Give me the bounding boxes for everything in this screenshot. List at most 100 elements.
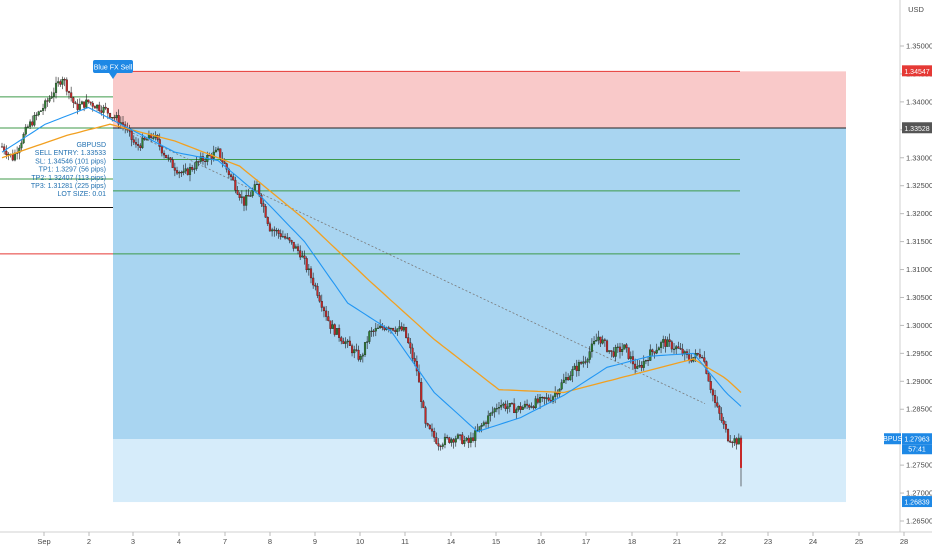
time-tick-label: 21 — [673, 537, 681, 546]
candle — [551, 395, 555, 404]
candle — [463, 435, 466, 447]
price-tag-value: 1.33528 — [904, 126, 929, 133]
candle-body — [83, 101, 86, 108]
candle-body — [478, 426, 481, 431]
candle-body — [165, 154, 168, 159]
candle — [249, 191, 252, 197]
candle-body — [601, 339, 604, 344]
candle-body — [698, 354, 701, 358]
candle — [355, 343, 358, 352]
candle-body — [480, 425, 483, 427]
candle — [605, 339, 609, 353]
candle — [487, 410, 490, 429]
candle — [314, 282, 317, 291]
candle — [165, 154, 168, 159]
candle — [366, 336, 369, 349]
candle — [327, 310, 330, 322]
candle — [191, 164, 194, 172]
candle-body — [664, 339, 667, 347]
candle — [132, 135, 135, 145]
candle-body — [538, 397, 542, 403]
candle-body — [171, 159, 174, 168]
candle — [625, 342, 628, 353]
candle — [268, 221, 271, 232]
candle — [698, 348, 701, 360]
candle — [703, 351, 706, 364]
candle — [448, 436, 451, 444]
candle-body — [70, 92, 73, 98]
candle — [232, 173, 235, 181]
candle-body — [672, 348, 676, 350]
candle-body — [644, 360, 647, 362]
candle-body — [264, 206, 267, 218]
price-tick-label: 1.32500 — [906, 181, 932, 190]
candle — [44, 98, 47, 112]
candle-body — [340, 337, 343, 342]
candle — [649, 344, 652, 361]
candle-body — [18, 147, 21, 154]
candle-body — [435, 437, 438, 444]
candle — [666, 336, 669, 347]
candle — [392, 327, 395, 332]
candle — [48, 95, 51, 103]
candle — [679, 342, 682, 350]
candle-body — [268, 223, 271, 232]
price-tick-label: 1.30000 — [906, 321, 932, 330]
candle-body — [629, 356, 632, 359]
time-tick-label: 10 — [356, 537, 364, 546]
candle-body — [513, 403, 516, 414]
candle — [284, 233, 287, 240]
candle — [526, 399, 529, 409]
candle-body — [0, 146, 4, 148]
candle-body — [134, 142, 138, 145]
candle-body — [314, 284, 317, 287]
candle-body — [469, 437, 472, 443]
candle — [603, 338, 606, 347]
candle — [333, 323, 336, 337]
candle — [346, 338, 349, 348]
candle — [338, 324, 341, 342]
candle-body — [536, 398, 539, 403]
candle-body — [329, 320, 332, 329]
candle — [104, 102, 107, 111]
candle — [115, 111, 118, 121]
candle-body — [530, 406, 533, 408]
moving-averages — [1, 106, 742, 433]
candle-body — [409, 342, 412, 349]
candle-body — [495, 408, 498, 410]
price-tick-label: 1.32000 — [906, 209, 932, 218]
candle — [428, 424, 431, 430]
candle — [640, 361, 643, 372]
candle-body — [528, 405, 531, 408]
candle-body — [143, 137, 146, 140]
candle-body — [456, 434, 459, 439]
time-axis: Sep 2 3 4 7 8 9 10 11 14 15 16 17 18 21 22 23 24 25 28 — [0, 531, 932, 546]
candle-body — [333, 324, 336, 335]
candle — [175, 166, 179, 176]
candle-body — [374, 328, 377, 332]
candle-body — [383, 327, 386, 330]
candle-body — [586, 359, 589, 363]
candle-body — [510, 403, 514, 405]
candle — [484, 420, 488, 428]
signal-label-text: Blue FX Sell — [94, 65, 133, 72]
candle — [655, 343, 658, 355]
candle-body — [42, 108, 45, 111]
candle — [495, 403, 498, 413]
candle-body — [452, 439, 455, 443]
candle — [616, 343, 619, 353]
candle-body — [266, 217, 269, 224]
candle-body — [342, 340, 345, 344]
candle-body — [262, 203, 265, 207]
candle-body — [571, 369, 574, 376]
candle — [590, 338, 593, 358]
candle-body — [450, 439, 453, 443]
candle-body — [701, 356, 704, 359]
candle — [275, 227, 278, 236]
candle — [653, 351, 656, 359]
candle — [184, 163, 187, 174]
candle-body — [316, 286, 319, 296]
candle-body — [199, 156, 202, 162]
candle-body — [569, 375, 572, 381]
